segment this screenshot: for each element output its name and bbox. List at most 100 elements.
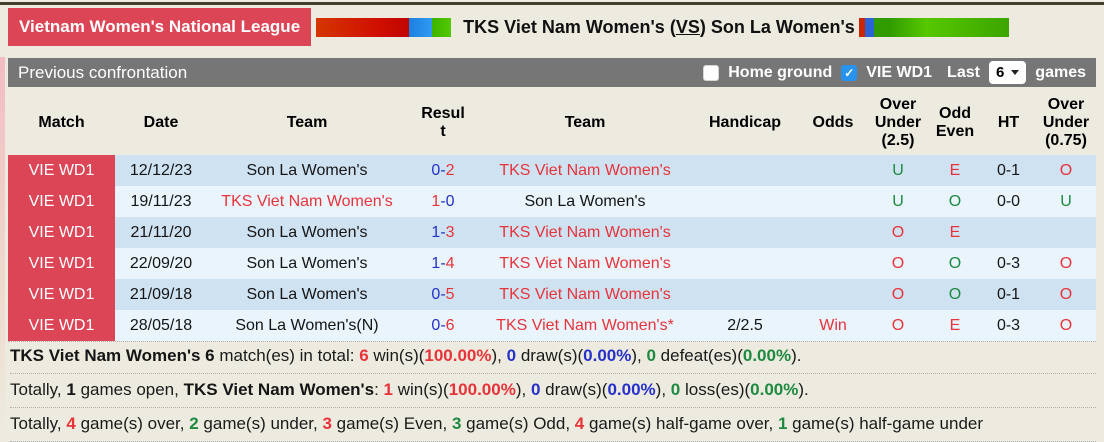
matches-table: Match Date Team Result Team Handicap Odds Over … — [8, 90, 1096, 341]
cell-handicap — [691, 155, 799, 186]
matches-table-wrap: Match Date Team Result Team Handicap Odds Over … — [8, 90, 1096, 342]
cell-result: 0-2 — [431, 161, 455, 179]
cell-match[interactable]: VIE WD1 — [8, 154, 115, 186]
cell-date: 12/12/23 — [129, 161, 193, 179]
summary-segment: 6 — [359, 346, 369, 365]
cell-match[interactable]: VIE WD1 — [8, 278, 115, 310]
cell-match[interactable]: VIE WD1 — [8, 185, 115, 217]
summary-segment: 0.00% — [583, 346, 632, 365]
summary-segment: 3 — [451, 414, 462, 433]
cell-ht — [981, 217, 1036, 248]
summary-segment: game(s) under, — [198, 414, 323, 433]
cell-ht: 0-1 — [996, 161, 1021, 179]
column-header: Match — [38, 113, 85, 131]
page-title: TKS Viet Nam Women's (VS) Son La Women's — [463, 17, 855, 38]
summary-segment: ), — [491, 346, 507, 365]
filter-controls: Home ground ✓ VIE WD1 Last 6 games — [703, 61, 1086, 84]
summary-segment: draw(s)( — [516, 346, 584, 365]
column-header: Date — [143, 113, 179, 131]
cell-handicap — [691, 279, 799, 310]
summary-segment: game(s) Even, — [331, 414, 452, 433]
summary-segment: 2 — [189, 414, 199, 433]
cell-match[interactable]: VIE WD1 — [8, 309, 115, 341]
cell-oddeven: E — [949, 316, 961, 334]
summary-segment: TKS Viet Nam Women's 6 — [10, 346, 215, 365]
cell-ou075: U — [1060, 192, 1072, 210]
cell-team: Son La Women's — [246, 254, 368, 272]
cell-team: Son La Women's — [246, 285, 368, 303]
summary-segment: 100.00% — [424, 346, 492, 365]
table-row: VIE WD1 21/11/20 Son La Women's 1-3 TKS Viet… — [8, 216, 1096, 248]
cell-team: Son La Women's(N) — [235, 316, 379, 334]
cell-team: TKS Viet Nam Women's* — [496, 316, 674, 334]
column-header: HT — [997, 113, 1020, 131]
cell-oddeven: O — [948, 192, 962, 210]
summary-segment: loss(es)( — [680, 380, 751, 399]
cell-date: 22/09/20 — [129, 254, 193, 272]
summary-line-1: TKS Viet Nam Women's 6 match(es) in tota… — [10, 340, 1096, 374]
league-badge[interactable]: Vietnam Women's National League — [8, 8, 312, 46]
column-header: Team — [564, 113, 606, 131]
column-header: Over Under (0.75) — [1042, 96, 1090, 149]
games-label: games — [1035, 63, 1086, 81]
cell-ht: 0-3 — [996, 254, 1021, 272]
section-title: Previous confrontation — [18, 62, 188, 82]
summary-segment: game(s) half-game under — [787, 414, 984, 433]
summary-segment: Totally, — [10, 414, 67, 433]
cell-team: TKS Viet Nam Women's — [499, 223, 671, 241]
cell-ou25: O — [891, 223, 905, 241]
summary-segment: ), — [515, 380, 531, 399]
summary-segment: defeat(es)( — [655, 346, 743, 365]
summary-segment: TKS Viet Nam Women's — [183, 380, 375, 399]
cell-odds — [799, 186, 867, 217]
cell-result: 0-6 — [431, 316, 455, 334]
home-ground-label: Home ground — [728, 63, 833, 81]
summary-segment: 4 — [66, 414, 76, 433]
home-ground-checkbox[interactable] — [703, 64, 720, 81]
summary-segment: 1 — [383, 380, 393, 399]
summary-segment: ). — [798, 380, 809, 399]
summary-segment: ), — [631, 346, 647, 365]
cell-ou25: O — [891, 316, 905, 334]
cell-ou075: O — [1059, 316, 1073, 334]
cell-team: Son La Women's — [246, 223, 368, 241]
cell-match[interactable]: VIE WD1 — [8, 247, 115, 279]
cell-odds — [799, 248, 867, 279]
summary-segment: 0 — [506, 346, 517, 365]
games-count-select[interactable]: 6 — [988, 61, 1027, 84]
cell-team: TKS Viet Nam Women's — [499, 161, 671, 179]
summary-segment: game(s) Odd, — [461, 414, 575, 433]
summary-line-3: Totally, 4 game(s) over, 2 game(s) under… — [10, 408, 1096, 442]
cell-oddeven: E — [949, 223, 961, 241]
table-body: VIE WD1 12/12/23 Son La Women's 0-2 TKS Viet… — [8, 154, 1096, 341]
cell-ou25: U — [892, 161, 904, 179]
cell-ou075: O — [1059, 285, 1073, 303]
summary-segment: 0 — [646, 346, 656, 365]
title-post: ) Son La Women's — [699, 16, 855, 37]
table-row: VIE WD1 28/05/18 Son La Women's(N) 0-6 TKS V… — [8, 309, 1096, 341]
column-header: Odds — [812, 113, 854, 131]
summary-segment: 0 — [670, 380, 681, 399]
cell-ht: 0-1 — [996, 285, 1021, 303]
league-filter-label: VIE WD1 — [866, 63, 933, 81]
summary-section: TKS Viet Nam Women's 6 match(es) in tota… — [10, 340, 1096, 442]
summary-segment: win(s)( — [368, 346, 425, 365]
cell-ht: 0-3 — [996, 316, 1021, 334]
cell-team: TKS Viet Nam Women's — [499, 254, 671, 272]
summary-segment: 3 — [322, 414, 332, 433]
summary-segment: 100.00% — [448, 380, 516, 399]
cell-team: Son La Women's — [524, 192, 646, 210]
cell-odds — [799, 155, 867, 186]
summary-segment: 4 — [574, 414, 585, 433]
summary-segment: : — [374, 380, 384, 399]
cell-date: 21/11/20 — [130, 223, 192, 241]
league-filter-checkbox[interactable]: ✓ — [841, 64, 858, 81]
gradient-bar-left — [316, 17, 452, 37]
cell-match[interactable]: VIE WD1 — [8, 216, 115, 248]
cell-ht: 0-0 — [996, 192, 1021, 210]
title-pre: TKS Viet Nam Women's ( — [463, 16, 676, 37]
summary-segment: game(s) half-game over, — [584, 414, 778, 433]
cell-odds: Win — [819, 316, 847, 334]
column-header: Over Under (2.5) — [874, 96, 922, 149]
